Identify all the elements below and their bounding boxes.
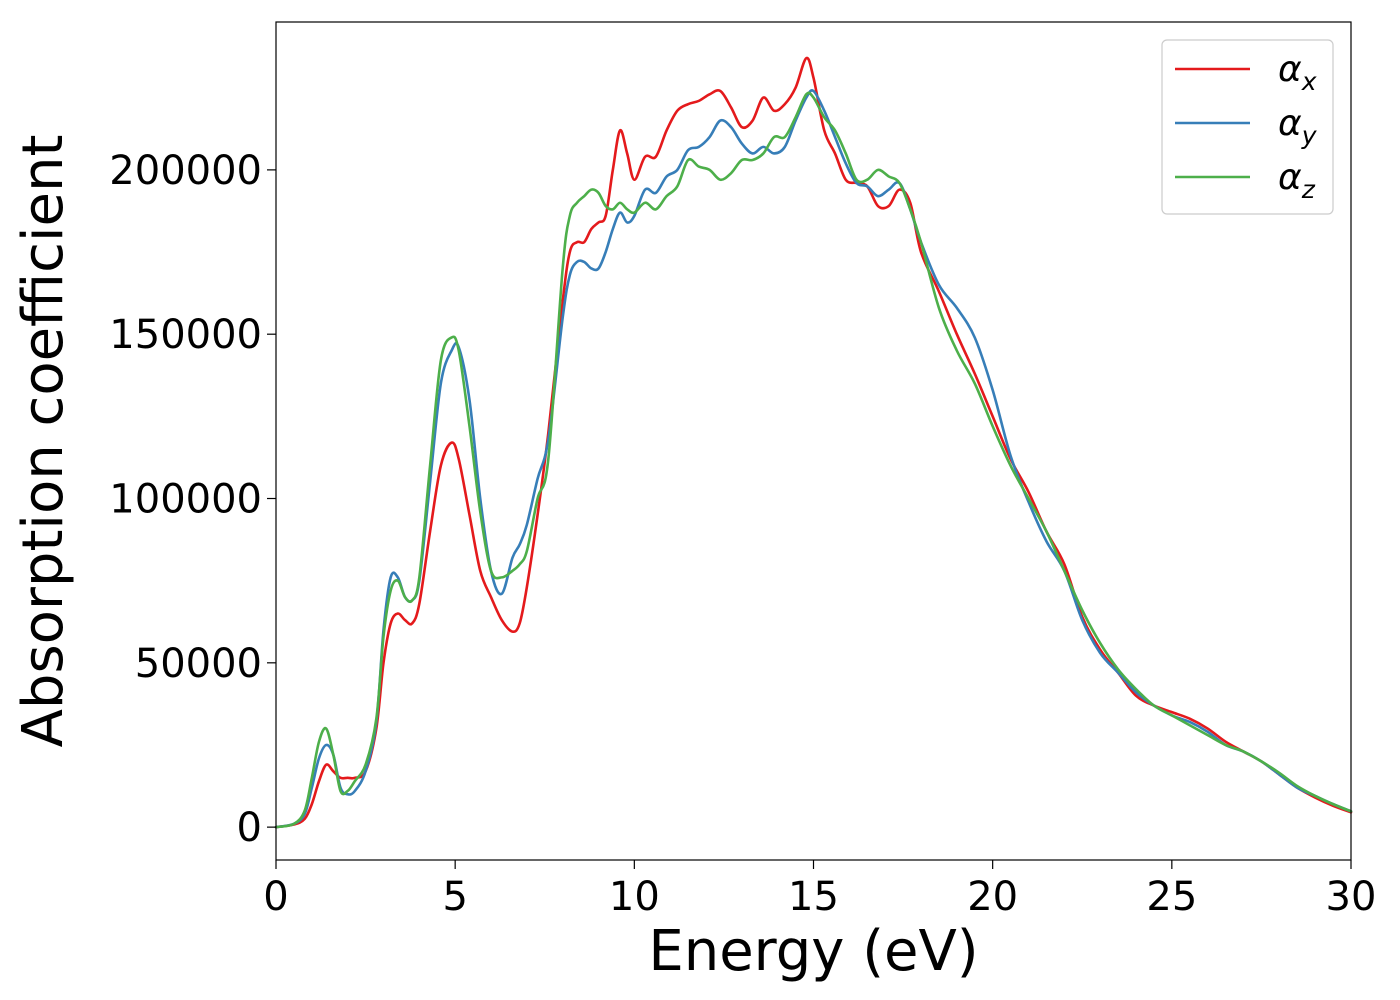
y-tick-label: 200000 bbox=[109, 148, 262, 194]
legend-label-y: αy bbox=[1278, 103, 1318, 150]
y-tick-label: 0 bbox=[237, 805, 262, 851]
legend-box bbox=[1161, 39, 1334, 215]
legend-label-z: αz bbox=[1278, 157, 1316, 204]
x-tick-label: 30 bbox=[1326, 874, 1377, 920]
y-tick-label: 100000 bbox=[109, 477, 262, 523]
x-tick-label: 20 bbox=[967, 874, 1018, 920]
series-layer bbox=[274, 56, 1353, 829]
x-axis: 0 5 10 15 20 25 30 bbox=[263, 860, 1376, 920]
x-tick-label: 10 bbox=[609, 874, 660, 920]
y-axis: 0 50000 100000 150000 200000 bbox=[109, 148, 276, 851]
x-tick-label: 0 bbox=[263, 874, 288, 920]
legend: αx αy αz bbox=[1161, 39, 1334, 215]
legend-label-x: αx bbox=[1278, 49, 1317, 96]
y-tick-label: 150000 bbox=[109, 312, 262, 358]
series-line-z bbox=[274, 91, 1353, 829]
x-tick-label: 15 bbox=[788, 874, 839, 920]
y-tick-label: 50000 bbox=[135, 641, 262, 687]
x-tick-label: 25 bbox=[1146, 874, 1197, 920]
y-axis-title: Absorption coefficient bbox=[11, 135, 76, 748]
x-tick-label: 5 bbox=[442, 874, 467, 920]
x-axis-title: Energy (eV) bbox=[648, 919, 978, 984]
